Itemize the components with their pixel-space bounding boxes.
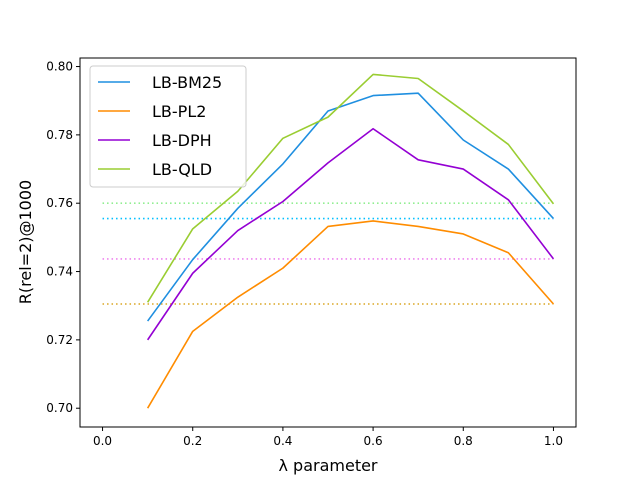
x-tick-label: 0.6: [364, 434, 383, 448]
x-axis-title: λ parameter: [278, 456, 377, 475]
legend: LB-BM25 LB-PL2 LB-DPH LB-QLD: [89, 65, 247, 188]
y-tick-label: 0.78: [46, 128, 73, 142]
y-tick-label: 0.74: [46, 265, 73, 279]
series-line: [146, 127, 555, 341]
plot-frame: [79, 57, 577, 428]
x-axis-ticks: 0.0 0.2 0.4 0.6 0.8 1.0: [93, 427, 563, 448]
legend-label: LB-PL2: [152, 102, 206, 121]
x-tick-label: 0.2: [183, 434, 202, 448]
y-axis-ticks: 0.70 0.72 0.74 0.76 0.78 0.80: [46, 60, 80, 415]
legend-label: LB-DPH: [152, 131, 212, 150]
series-lines: [146, 73, 555, 409]
legend-label: LB-QLD: [152, 160, 212, 179]
x-tick-label: 0.4: [273, 434, 292, 448]
x-tick-label: 1.0: [544, 434, 563, 448]
x-tick-label: 0.0: [93, 434, 112, 448]
x-tick-label: 0.8: [454, 434, 473, 448]
series-line: [146, 73, 555, 303]
baseline-group: [102, 202, 554, 305]
y-tick-label: 0.76: [46, 196, 73, 210]
legend-box: [89, 65, 247, 188]
y-tick-label: 0.80: [46, 60, 73, 74]
series-line: [146, 220, 555, 409]
y-tick-label: 0.70: [46, 401, 73, 415]
y-tick-label: 0.72: [46, 333, 73, 347]
y-axis-title: R(rel=2)@1000: [16, 180, 35, 304]
legend-label: LB-BM25: [152, 73, 222, 92]
series-line: [146, 92, 555, 322]
